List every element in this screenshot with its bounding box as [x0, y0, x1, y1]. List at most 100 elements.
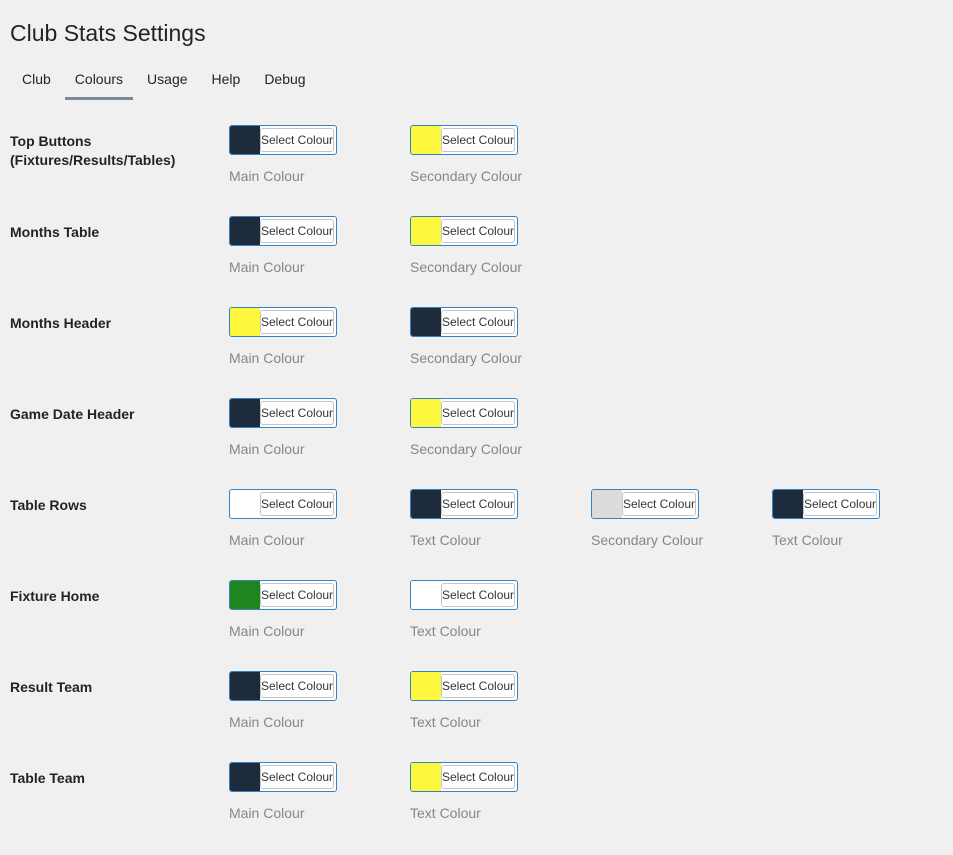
colour-picker-description: Main Colour [229, 713, 305, 730]
select-colour-button[interactable]: Select Colour [591, 488, 699, 519]
colour-picker: Select Colour Main Colour [229, 488, 410, 548]
select-colour-button[interactable]: Select Colour [229, 215, 337, 246]
select-colour-button-label: Select Colour [260, 582, 335, 607]
select-colour-button[interactable]: Select Colour [229, 761, 337, 792]
colour-picker: Select Colour Main Colour [229, 761, 410, 821]
setting-pickers: Select Colour Main Colour Select Colour … [229, 670, 591, 730]
colour-picker-description: Main Colour [229, 804, 305, 821]
setting-label: Game Date Header [10, 405, 135, 422]
settings-row: Game Date Header Select Colour Main Colo… [10, 397, 943, 489]
tab-help[interactable]: Help [211, 70, 241, 87]
select-colour-button[interactable]: Select Colour [410, 761, 518, 792]
select-colour-button-label: Select Colour [260, 309, 335, 334]
colour-picker-description: Secondary Colour [410, 167, 523, 184]
setting-pickers: Select Colour Main Colour Select Colour … [229, 215, 591, 275]
select-colour-button-label: Select Colour [441, 218, 516, 243]
select-colour-button[interactable]: Select Colour [410, 306, 518, 337]
colour-picker: Select Colour Main Colour [229, 124, 410, 184]
setting-label: Months Table [10, 223, 100, 240]
select-colour-button[interactable]: Select Colour [229, 397, 337, 428]
select-colour-button[interactable]: Select Colour [410, 488, 518, 519]
select-colour-button-label: Select Colour [441, 582, 516, 607]
select-colour-button[interactable]: Select Colour [410, 124, 518, 155]
select-colour-button-label: Select Colour [260, 127, 335, 152]
select-colour-button-label: Select Colour [803, 491, 878, 516]
select-colour-button-label: Select Colour [260, 491, 335, 516]
select-colour-button[interactable]: Select Colour [410, 670, 518, 701]
colour-swatch [411, 671, 441, 700]
settings-row: Table Rows Select Colour Main Colour Sel… [10, 488, 943, 580]
colour-picker: Select Colour Text Colour [410, 579, 591, 639]
colour-swatch [230, 398, 260, 427]
select-colour-button[interactable]: Select Colour [410, 397, 518, 428]
colour-swatch [230, 580, 260, 609]
page-title: Club Stats Settings [10, 20, 206, 46]
colour-swatch [411, 307, 441, 336]
colour-picker: Select Colour Main Colour [229, 670, 410, 730]
colour-picker-description: Text Colour [410, 804, 481, 821]
select-colour-button[interactable]: Select Colour [229, 670, 337, 701]
colour-picker-description: Main Colour [229, 622, 305, 639]
colour-swatch [230, 489, 260, 518]
colour-picker: Select Colour Text Colour [772, 488, 953, 548]
colour-swatch [411, 398, 441, 427]
select-colour-button[interactable]: Select Colour [229, 306, 337, 337]
colour-picker: Select Colour Main Colour [229, 215, 410, 275]
setting-pickers: Select Colour Main Colour Select Colour … [229, 488, 953, 548]
colour-picker-description: Secondary Colour [591, 531, 704, 548]
colour-picker: Select Colour Text Colour [410, 761, 591, 821]
colour-swatch [592, 489, 622, 518]
colour-picker-description: Text Colour [772, 531, 843, 548]
tab-bar: Club Colours Usage Help Debug [12, 63, 943, 100]
settings-row: Result Team Select Colour Main Colour Se… [10, 670, 943, 762]
colour-picker-description: Text Colour [410, 622, 481, 639]
setting-pickers: Select Colour Main Colour Select Colour … [229, 761, 591, 821]
select-colour-button-label: Select Colour [441, 764, 516, 789]
colour-picker: Select Colour Secondary Colour [591, 488, 772, 548]
colour-picker-description: Main Colour [229, 440, 305, 457]
colour-picker-description: Main Colour [229, 258, 305, 275]
select-colour-button-label: Select Colour [260, 764, 335, 789]
select-colour-button-label: Select Colour [622, 491, 697, 516]
colour-picker-description: Main Colour [229, 349, 305, 366]
colour-picker-description: Secondary Colour [410, 349, 523, 366]
colour-picker-description: Secondary Colour [410, 440, 523, 457]
select-colour-button[interactable]: Select Colour [229, 579, 337, 610]
tab-usage[interactable]: Usage [147, 70, 188, 87]
select-colour-button[interactable]: Select Colour [772, 488, 880, 519]
colour-swatch [411, 762, 441, 791]
setting-pickers: Select Colour Main Colour Select Colour … [229, 397, 591, 457]
colour-swatch [230, 125, 260, 154]
select-colour-button[interactable]: Select Colour [410, 215, 518, 246]
select-colour-button-label: Select Colour [441, 309, 516, 334]
select-colour-button-label: Select Colour [441, 491, 516, 516]
setting-label: Table Team [10, 769, 85, 786]
colour-picker: Select Colour Main Colour [229, 306, 410, 366]
colour-picker-description: Main Colour [229, 167, 305, 184]
select-colour-button-label: Select Colour [260, 218, 335, 243]
colour-picker-description: Main Colour [229, 531, 305, 548]
colour-swatch [773, 489, 803, 518]
tab-club[interactable]: Club [22, 70, 51, 87]
tab-debug[interactable]: Debug [264, 70, 306, 87]
colour-swatch [230, 671, 260, 700]
select-colour-button[interactable]: Select Colour [229, 488, 337, 519]
colour-swatch [230, 307, 260, 336]
tab-colours[interactable]: Colours [64, 63, 134, 100]
setting-label: Fixture Home [10, 587, 100, 604]
setting-label: Result Team [10, 678, 93, 695]
select-colour-button-label: Select Colour [260, 673, 335, 698]
setting-label: Table Rows [10, 496, 87, 513]
colour-picker: Select Colour Main Colour [229, 397, 410, 457]
setting-pickers: Select Colour Main Colour Select Colour … [229, 124, 591, 184]
colour-picker-description: Secondary Colour [410, 258, 523, 275]
colour-picker: Select Colour Secondary Colour [410, 124, 591, 184]
colour-picker: Select Colour Secondary Colour [410, 215, 591, 275]
settings-row: Table Team Select Colour Main Colour Sel… [10, 761, 943, 853]
select-colour-button[interactable]: Select Colour [410, 579, 518, 610]
select-colour-button-label: Select Colour [260, 400, 335, 425]
setting-label: Top Buttons (Fixtures/Results/Tables) [10, 132, 176, 169]
setting-label: Months Header [10, 314, 112, 331]
select-colour-button[interactable]: Select Colour [229, 124, 337, 155]
colour-swatch [230, 216, 260, 245]
